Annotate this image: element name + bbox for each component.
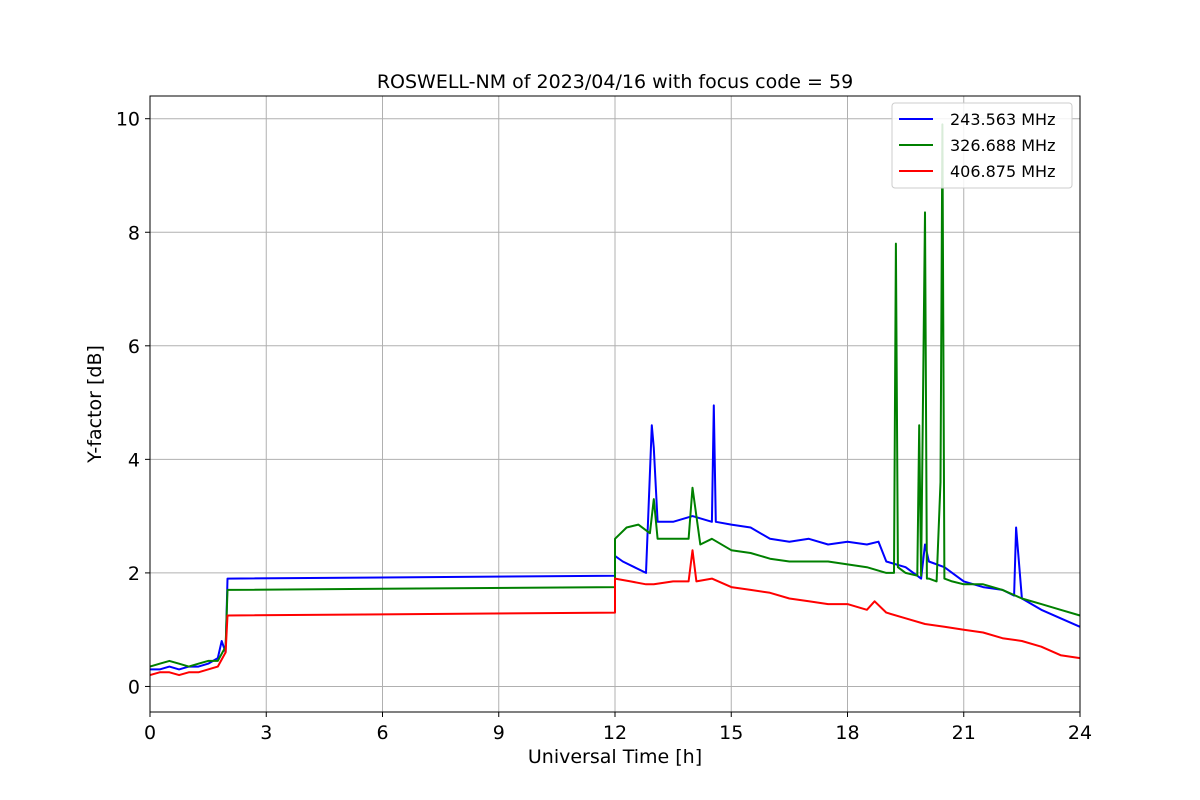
- legend-label-1: 243.563 MHz: [950, 110, 1055, 129]
- legend: 243.563 MHz 326.688 MHz 406.875 MHz: [891, 102, 1073, 189]
- x-tick-label: 15: [719, 722, 743, 744]
- x-tick-label: 24: [1068, 722, 1092, 744]
- x-tick-label: 12: [603, 722, 627, 744]
- x-tick-label: 18: [835, 722, 859, 744]
- x-tick-label: 0: [144, 722, 156, 744]
- y-axis-label: Y-factor [dB]: [84, 345, 106, 464]
- legend-box: [891, 102, 1073, 189]
- y-tick-label: 8: [128, 222, 140, 244]
- legend-label-2: 326.688 MHz: [950, 136, 1055, 155]
- x-tick-label: 21: [952, 722, 976, 744]
- x-tick-label: 3: [260, 722, 272, 744]
- y-axis-ticks: 0 2 4 6 8 10: [116, 109, 150, 698]
- x-tick-label: 6: [376, 722, 388, 744]
- legend-label-3: 406.875 MHz: [950, 162, 1055, 181]
- x-axis-label: Universal Time [h]: [528, 746, 702, 768]
- y-tick-label: 0: [128, 676, 140, 698]
- x-tick-label: 9: [493, 722, 505, 744]
- legend-entries: 243.563 MHz 326.688 MHz 406.875 MHz: [899, 110, 1055, 181]
- y-tick-label: 6: [128, 336, 140, 358]
- y-tick-label: 4: [128, 449, 140, 471]
- series-line-2: [149, 123, 1081, 668]
- plot-series: [149, 123, 1081, 677]
- y-tick-label: 2: [128, 563, 140, 585]
- series-line-3: [149, 549, 1081, 677]
- y-tick-label: 10: [116, 109, 140, 131]
- series-line-1: [150, 404, 1081, 671]
- chart-title: ROSWELL-NM of 2023/04/16 with focus code…: [377, 71, 853, 93]
- x-axis-ticks: 0 3 6 9 12 15 18 21 24: [144, 712, 1092, 744]
